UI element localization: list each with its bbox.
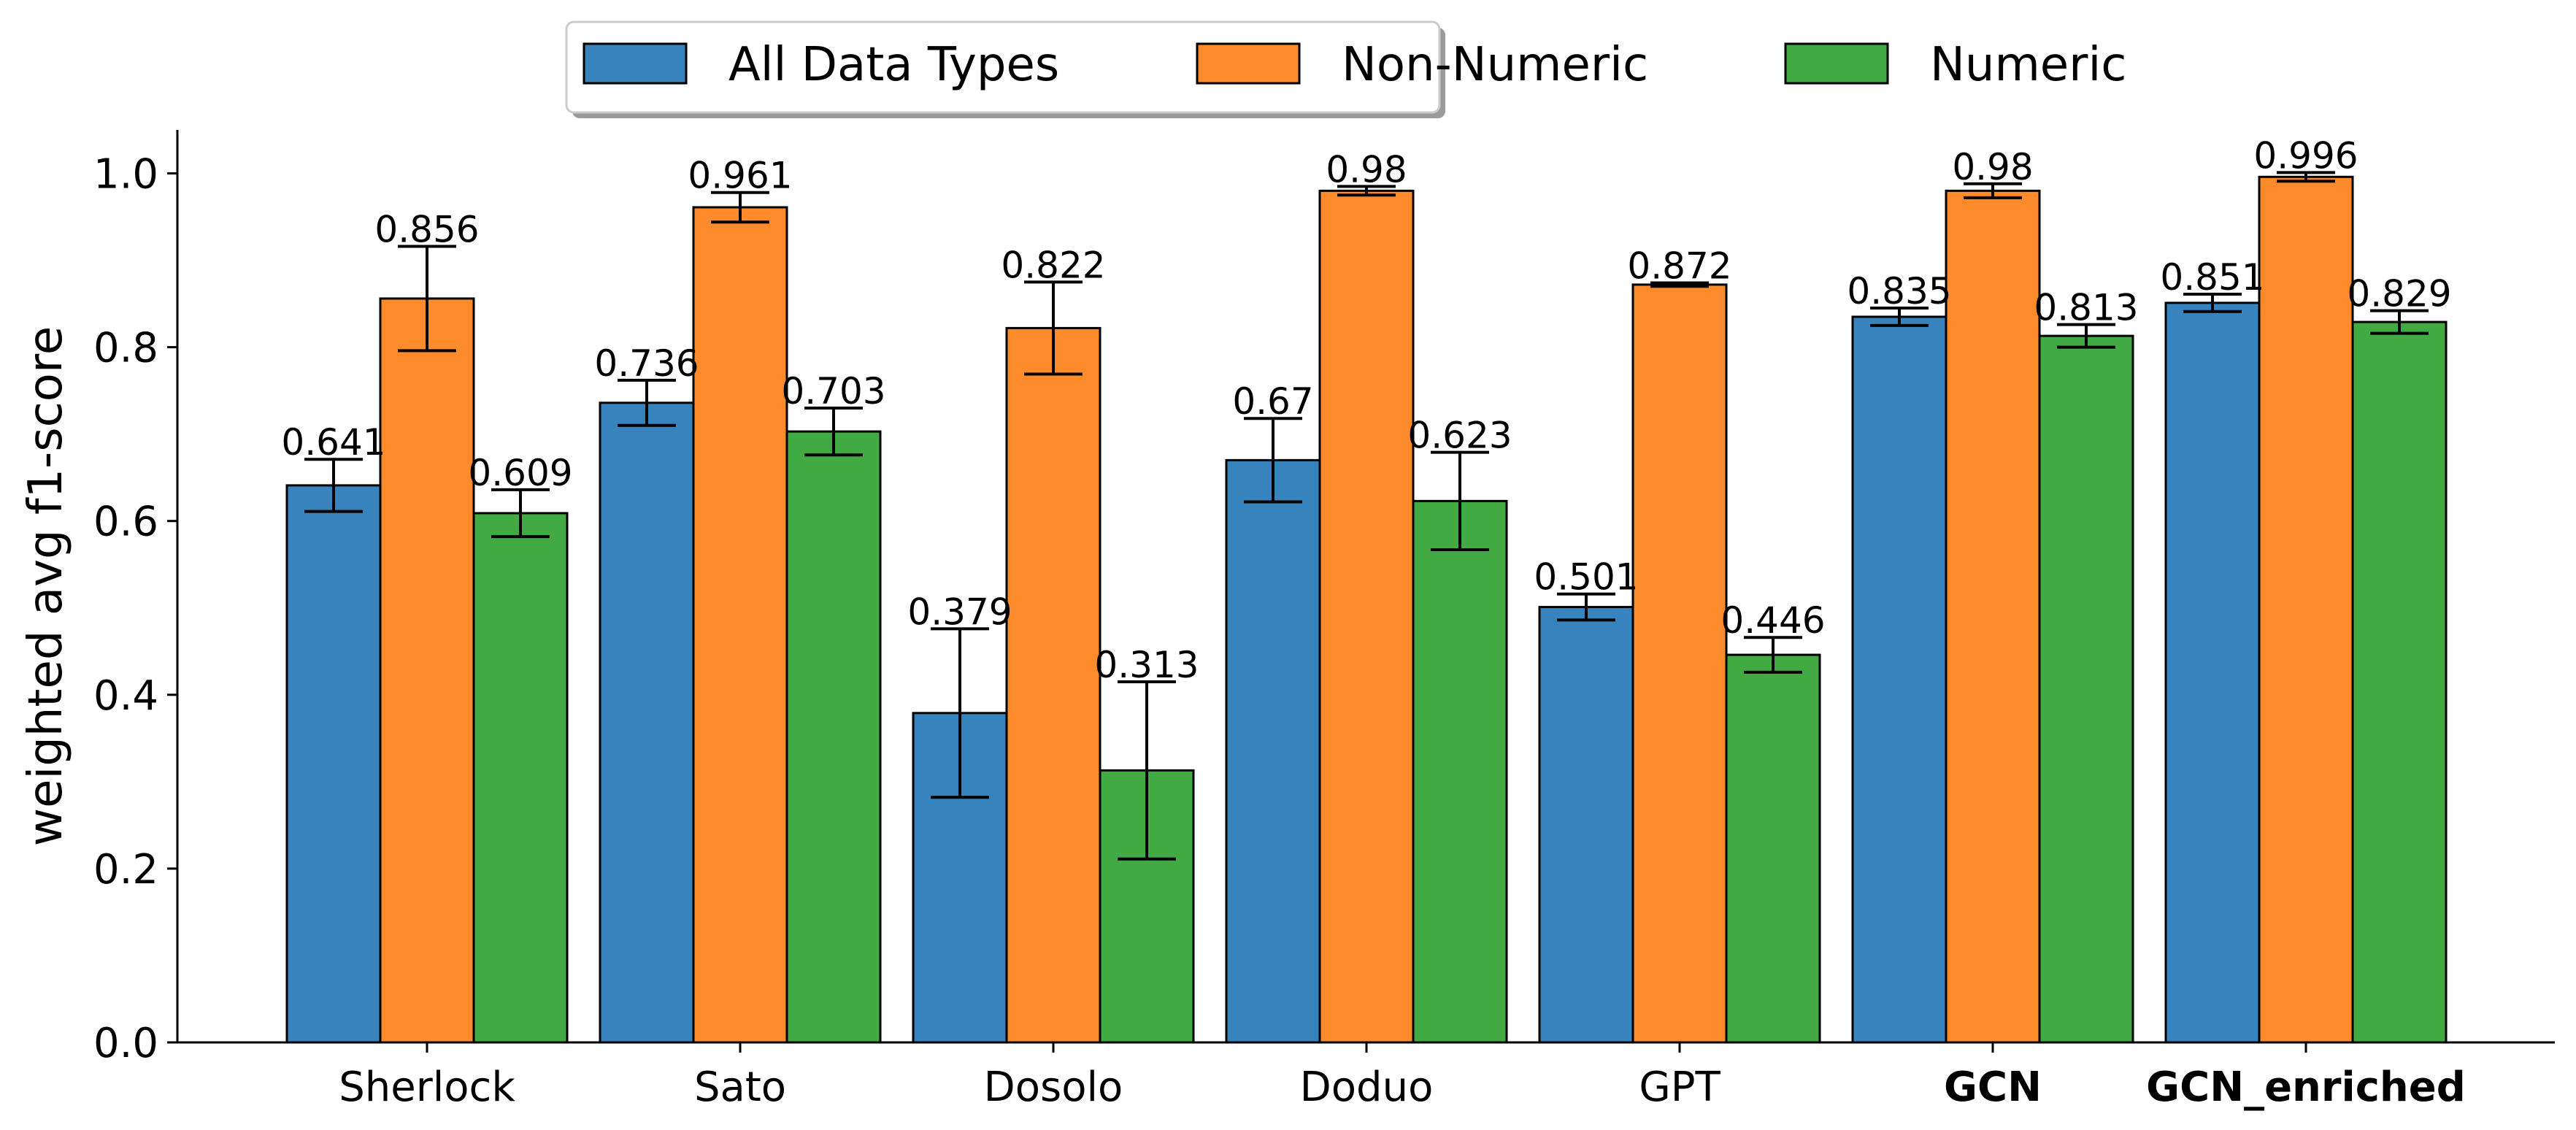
data-label: 0.379 bbox=[907, 591, 1012, 633]
data-label: 0.98 bbox=[1326, 148, 1407, 191]
y-tick-label: 0.6 bbox=[93, 499, 158, 546]
bar bbox=[2164, 301, 2261, 1044]
data-label: 0.98 bbox=[1952, 146, 2033, 188]
legend[interactable]: All Data Types Non-Numeric Numeric bbox=[565, 20, 2126, 118]
bar bbox=[692, 206, 788, 1044]
data-label: 0.851 bbox=[2160, 256, 2264, 299]
bar bbox=[2351, 320, 2448, 1044]
x-tick-label: Sato bbox=[694, 1064, 786, 1111]
bar bbox=[1318, 189, 1415, 1044]
bar bbox=[2258, 175, 2354, 1044]
x-tick-label: GCN_enriched bbox=[2146, 1064, 2466, 1111]
data-label: 0.822 bbox=[1001, 244, 1105, 286]
data-label: 0.313 bbox=[1094, 644, 1199, 686]
data-labels: 0.641 0.736 0.379 0.67 0.501 0.835 0.851 0.856 0… bbox=[281, 134, 2451, 686]
legend-swatch bbox=[1196, 42, 1301, 85]
data-label: 0.813 bbox=[2034, 287, 2138, 329]
data-label: 0.961 bbox=[688, 155, 792, 197]
y-tick-label: 0.8 bbox=[93, 325, 158, 372]
axes: 0.0 0.2 0.4 0.6 0.8 1.0 weighted avg f1-score S… bbox=[19, 130, 2555, 1111]
bar bbox=[599, 401, 695, 1044]
x-tick-label: GPT bbox=[1639, 1064, 1720, 1111]
bar bbox=[1631, 283, 1728, 1044]
data-label: 0.829 bbox=[2347, 273, 2451, 315]
legend-swatch bbox=[1784, 42, 1889, 85]
error-bars bbox=[304, 171, 2429, 861]
legend-label: Non-Numeric bbox=[1342, 38, 1648, 92]
y-tick-label: 0.0 bbox=[93, 1020, 158, 1067]
bar bbox=[1945, 189, 2041, 1044]
data-label: 0.609 bbox=[468, 452, 572, 494]
data-label: 0.856 bbox=[374, 209, 479, 251]
bar bbox=[1851, 315, 1948, 1044]
data-label: 0.641 bbox=[281, 421, 385, 464]
legend-label: Numeric bbox=[1930, 38, 2126, 92]
bar bbox=[472, 512, 569, 1044]
x-tick-label: GCN bbox=[1944, 1064, 2042, 1111]
bar bbox=[1225, 458, 1321, 1044]
data-label: 0.736 bbox=[594, 342, 699, 385]
y-tick-label: 0.4 bbox=[93, 672, 158, 720]
y-tick-label: 0.2 bbox=[93, 846, 158, 893]
y-axis-title: weighted avg f1-score bbox=[19, 326, 73, 847]
bar bbox=[285, 484, 382, 1044]
bar bbox=[785, 430, 882, 1044]
legend-label: All Data Types bbox=[728, 38, 1059, 92]
bar bbox=[2038, 334, 2134, 1044]
legend-swatch bbox=[583, 42, 688, 85]
x-tick-label: Doduo bbox=[1300, 1064, 1434, 1111]
data-label: 0.501 bbox=[1534, 556, 1638, 599]
x-tick-label: Sherlock bbox=[339, 1064, 515, 1111]
bar bbox=[1725, 653, 1821, 1044]
y-tick-label: 1.0 bbox=[93, 151, 158, 199]
bar bbox=[1538, 606, 1634, 1044]
bars bbox=[285, 175, 2448, 1044]
data-label: 0.446 bbox=[1720, 599, 1825, 642]
data-label: 0.703 bbox=[781, 370, 885, 412]
data-label: 0.623 bbox=[1407, 415, 1512, 457]
bar bbox=[1412, 499, 1508, 1044]
bar bbox=[379, 297, 475, 1044]
x-tick-label: Dosolo bbox=[984, 1064, 1123, 1111]
data-label: 0.835 bbox=[1847, 270, 1951, 312]
data-label: 0.67 bbox=[1232, 380, 1313, 423]
bar bbox=[1005, 326, 1101, 1044]
data-label: 0.996 bbox=[2253, 134, 2358, 177]
data-label: 0.872 bbox=[1627, 245, 1731, 288]
